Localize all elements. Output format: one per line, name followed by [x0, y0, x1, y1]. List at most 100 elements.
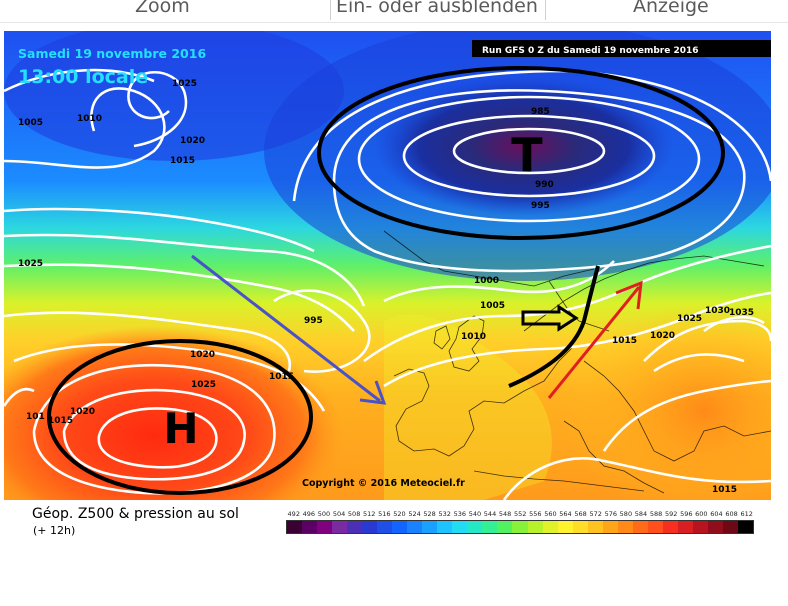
- color-scale-label: 548: [498, 510, 512, 518]
- run-label-box: [472, 40, 771, 57]
- weather-map-canvas: 1025 1005 1010 1020 1015 985 990 995 102…: [4, 31, 771, 500]
- color-scale-swatch: [377, 521, 393, 533]
- front-line: [508, 265, 600, 388]
- flow-arrow-blue: [191, 254, 387, 405]
- color-scale-label: 532: [438, 510, 451, 518]
- color-scale-swatch: [287, 521, 303, 533]
- color-scale-swatch: [482, 521, 498, 533]
- run-label: Run GFS 0 Z du Samedi 19 novembre 2016: [482, 46, 699, 56]
- color-scale-label: 496: [302, 510, 316, 518]
- isobar-label: 1015: [48, 416, 73, 426]
- zoom-button[interactable]: Zoom: [135, 0, 190, 17]
- low-core: [374, 76, 674, 216]
- isobar-label: 1020: [180, 136, 205, 146]
- isobars: [4, 68, 771, 500]
- forecast-time: 13:00 locale: [18, 66, 148, 88]
- color-scale-swatch: [647, 521, 663, 533]
- isobar-label: 1035: [729, 308, 754, 318]
- isobar-label: 1020: [650, 331, 675, 341]
- color-scale-swatch: [362, 521, 378, 533]
- isobar-label: 1010: [77, 114, 102, 124]
- outline-arrow: [521, 304, 579, 332]
- color-scale-swatch: [572, 521, 588, 533]
- color-scale-swatch: [692, 521, 708, 533]
- color-scale-label: 576: [604, 510, 617, 518]
- isobar-label: 995: [304, 316, 323, 326]
- high-core: [4, 326, 344, 500]
- color-scale-label: 512: [363, 510, 376, 518]
- isobar-label: 1010: [461, 332, 486, 342]
- isobar-label: 990: [535, 180, 554, 190]
- isobar-label: 1025: [677, 314, 702, 324]
- color-scale-label: 604: [710, 510, 723, 518]
- color-scale-label: 584: [634, 510, 648, 518]
- color-scale-label: 596: [680, 510, 693, 518]
- color-scale-label: 504: [332, 510, 346, 518]
- toolbar-divider: [330, 0, 331, 20]
- low-pressure-circle: [317, 66, 725, 240]
- color-scale-swatch: [347, 521, 363, 533]
- color-scale-swatch: [422, 521, 438, 533]
- color-scale-swatch: [602, 521, 618, 533]
- color-scale-swatch: [557, 521, 573, 533]
- color-scale-swatch: [302, 521, 318, 533]
- isobar-label: 1015: [612, 336, 637, 346]
- color-scale-swatch: [332, 521, 348, 533]
- color-scale-swatch: [707, 521, 723, 533]
- color-scale-label: 544: [483, 510, 497, 518]
- color-scale-label: 592: [664, 510, 678, 518]
- color-scale-label: 600: [695, 510, 708, 518]
- isobar-label: 1020: [70, 407, 95, 417]
- isobar-label: 1015: [269, 372, 294, 382]
- color-scale-label: 560: [544, 510, 557, 518]
- isobar-label: 101: [26, 412, 45, 422]
- color-scale-label: 536: [453, 510, 467, 518]
- color-scale-label: 540: [468, 510, 482, 518]
- color-scale-label: 580: [619, 510, 633, 518]
- color-scale-swatch: [527, 521, 543, 533]
- isobar-label: 1000: [474, 276, 499, 286]
- yellow-band: [384, 314, 552, 500]
- color-scale-label: 508: [347, 510, 361, 518]
- color-scale-swatch: [512, 521, 528, 533]
- color-scale-label: 564: [559, 510, 572, 518]
- color-scale-swatch: [617, 521, 633, 533]
- color-scale-swatch: [632, 521, 648, 533]
- low-pressure-marker: T: [511, 128, 543, 182]
- trough-west: [4, 31, 344, 161]
- color-scale-label: 516: [378, 510, 391, 518]
- color-scale-label: 608: [725, 510, 738, 518]
- color-scale-label: 588: [649, 510, 663, 518]
- isobar-label: 1015: [170, 156, 195, 166]
- isobar-label: 1020: [190, 350, 215, 360]
- color-scale-swatch: [662, 521, 678, 533]
- color-scale-label: 520: [393, 510, 406, 518]
- color-scale-label: 552: [514, 510, 527, 518]
- isobar-label: 995: [531, 201, 550, 211]
- toolbar-divider: [545, 0, 546, 20]
- isobar-label: 1025: [172, 79, 197, 89]
- color-scale-swatch: [437, 521, 453, 533]
- color-scale-label: 500: [317, 510, 331, 518]
- color-scale-swatch: [587, 521, 603, 533]
- display-button[interactable]: Anzeige: [633, 0, 709, 17]
- color-scale-swatch: [497, 521, 513, 533]
- legend-title: Géop. Z500 & pression au sol: [32, 506, 239, 522]
- isobar-label: 1030: [705, 306, 730, 316]
- isobar-label: 1025: [18, 259, 43, 269]
- color-scale-swatch: [317, 521, 333, 533]
- color-scale-swatch: [737, 521, 753, 533]
- toggle-visibility-button[interactable]: Ein- oder ausblenden: [336, 0, 538, 17]
- color-scale-swatch: [542, 521, 558, 533]
- color-scale-swatch: [392, 521, 408, 533]
- weather-map: 1025 1005 1010 1020 1015 985 990 995 102…: [4, 31, 771, 500]
- color-scale-label: 568: [574, 510, 587, 518]
- color-scale-swatch: [452, 521, 468, 533]
- color-scale-labels: 492 496 500 504 508 512 516 520 524 528 532 536 540 5…: [286, 510, 754, 520]
- high-pressure-marker: H: [163, 404, 198, 453]
- color-scale-label: 492: [287, 510, 300, 518]
- isobar-label: 1005: [480, 301, 505, 311]
- isobar-label: 985: [531, 107, 550, 117]
- color-scale-label: 524: [408, 510, 421, 518]
- color-scale-label: 612: [740, 510, 753, 518]
